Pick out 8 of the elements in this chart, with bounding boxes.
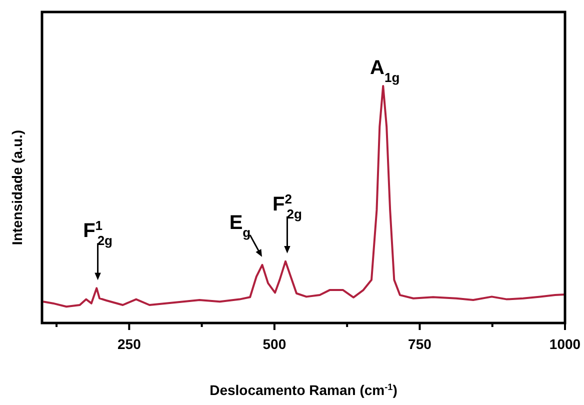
x-tick-label: 500 — [262, 336, 286, 352]
annotation: E$_{g}$ — [229, 212, 251, 240]
x-axis-title: Deslocamento Raman (cm$^{-1}$) — [210, 382, 398, 398]
x-tick-label: 750 — [408, 336, 432, 352]
x-tick-label: 1000 — [549, 336, 581, 352]
x-tick-label: 250 — [117, 336, 142, 352]
y-axis-title: Intensidade (a.u.) — [9, 130, 25, 246]
annotation: A$_{1g}$ — [370, 57, 400, 84]
